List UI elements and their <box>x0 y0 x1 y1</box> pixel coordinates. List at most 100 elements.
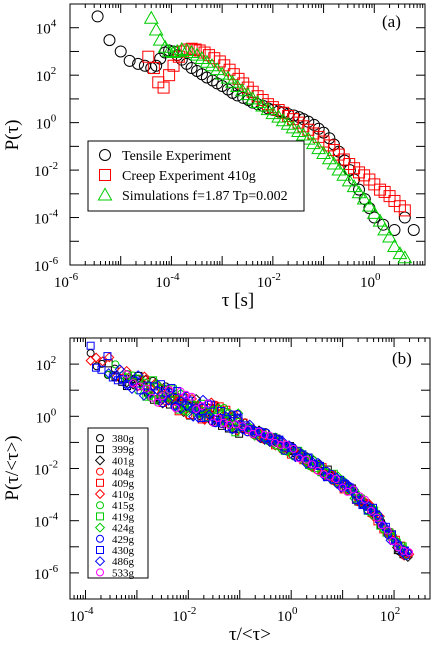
legend-label: 401g <box>112 455 135 467</box>
y-tick-base: 10 <box>34 515 49 531</box>
data-point-diamond <box>326 474 337 485</box>
y-tick-label: 104 <box>36 18 57 38</box>
legend-label: 533g <box>112 567 135 579</box>
data-point-square <box>136 386 145 395</box>
data-point-square <box>103 352 112 361</box>
x-tick-exp: -2 <box>187 605 196 617</box>
data-point-circle <box>200 71 213 84</box>
x-tick-label: 10-2 <box>172 605 196 625</box>
data-point-circle <box>388 536 397 545</box>
legend-marker-diamond <box>94 522 106 533</box>
data-point-circle <box>237 91 250 104</box>
x-tick-label: 10-2 <box>257 271 281 291</box>
data-point-circle <box>154 52 167 65</box>
data-point-diamond <box>193 412 204 423</box>
x-tick-base: 10 <box>155 275 170 291</box>
x-tick-exp: -4 <box>84 605 94 617</box>
y-tick-base: 10 <box>34 164 49 180</box>
legend-label: Tensile Experiment <box>122 149 231 164</box>
data-point-diamond <box>220 407 231 418</box>
data-point-triangle <box>169 43 185 57</box>
x-tick-base: 10 <box>380 609 395 625</box>
data-point-square <box>232 72 245 85</box>
data-point-circle <box>282 440 291 449</box>
data-point-circle <box>407 223 420 236</box>
data-point-diamond <box>126 383 138 394</box>
data-point-square <box>323 139 336 152</box>
data-point-diamond <box>391 537 403 549</box>
y-tick-exp: -2 <box>49 459 58 471</box>
legend-label: 424g <box>112 523 135 535</box>
plot-frame-a <box>69 3 426 266</box>
data-point-circle <box>289 444 298 453</box>
data-point-square <box>135 374 144 383</box>
y-tick-base: 10 <box>36 358 51 374</box>
data-point-circle <box>153 398 162 407</box>
data-point-diamond <box>203 409 215 420</box>
data-point-triangle <box>161 43 177 57</box>
y-tick-base: 10 <box>34 463 49 479</box>
data-point-triangle <box>209 62 225 76</box>
y-tick-base: 10 <box>36 22 51 38</box>
data-point-square <box>147 62 160 75</box>
data-point-square <box>292 116 305 129</box>
data-point-diamond <box>209 414 220 425</box>
x-tick-base: 10 <box>172 609 187 625</box>
data-point-triangle <box>321 151 337 165</box>
x-tick-base: 10 <box>277 609 292 625</box>
data-point-square <box>383 190 396 203</box>
y-tick-label: 10-6 <box>34 255 59 275</box>
data-point-diamond <box>244 419 255 430</box>
data-point-square <box>327 144 340 157</box>
data-point-triangle <box>366 205 382 219</box>
data-point-triangle <box>300 131 316 145</box>
data-point-diamond <box>104 352 115 363</box>
legend-label: 430g <box>112 545 135 557</box>
y-tick-base: 10 <box>36 410 51 426</box>
data-point-diamond <box>163 395 174 406</box>
legend-label: 486g <box>112 556 135 568</box>
data-point-diamond <box>188 404 199 415</box>
data-point-triangle <box>382 229 398 243</box>
data-point-diamond <box>402 546 413 558</box>
legend-marker-circle <box>96 501 104 510</box>
data-point-triangle <box>225 74 240 88</box>
data-point-circle <box>367 506 376 515</box>
data-point-triangle <box>351 185 367 199</box>
axis-ticks-b <box>69 338 431 600</box>
data-point-circle <box>302 115 315 128</box>
data-point-triangle <box>361 198 377 212</box>
data-point-circle <box>216 79 229 92</box>
data-point-circle <box>103 34 116 47</box>
y-tick-exp: -2 <box>49 160 58 172</box>
data-point-circle <box>405 548 414 557</box>
legend-marker-square <box>96 512 104 521</box>
legend-label: Simulations f=1.87 Tp=0.002 <box>122 189 288 204</box>
x-tick-exp: -4 <box>170 271 180 283</box>
data-point-triangle <box>265 106 281 120</box>
legend-marker-square <box>99 169 111 181</box>
x-tick-label: 100 <box>360 271 381 291</box>
data-point-diamond <box>363 500 374 511</box>
legend-b: 380g399g401g404g409g410g415g419g424g429g… <box>87 427 149 579</box>
data-point-square <box>197 414 206 423</box>
data-point-circle <box>399 546 408 555</box>
data-point-triangle <box>285 120 301 134</box>
legend-marker-square <box>96 478 104 487</box>
data-point-circle <box>270 438 279 447</box>
data-point-triangle <box>346 179 362 193</box>
data-point-diamond <box>91 352 102 363</box>
data-point-circle <box>203 399 212 408</box>
y-tick-exp: 0 <box>51 113 57 125</box>
data-point-circle <box>128 379 137 388</box>
y-tick-base: 10 <box>34 259 49 275</box>
data-point-circle <box>338 483 347 492</box>
data-point-circle <box>307 460 316 469</box>
data-point-circle <box>360 495 369 504</box>
data-point-circle <box>383 526 392 535</box>
legend-label: 410g <box>112 489 135 501</box>
x-tick-label: 102 <box>380 605 401 625</box>
y-tick-label: 102 <box>36 65 57 85</box>
data-point-square <box>173 386 182 395</box>
data-point-diamond <box>249 425 260 436</box>
